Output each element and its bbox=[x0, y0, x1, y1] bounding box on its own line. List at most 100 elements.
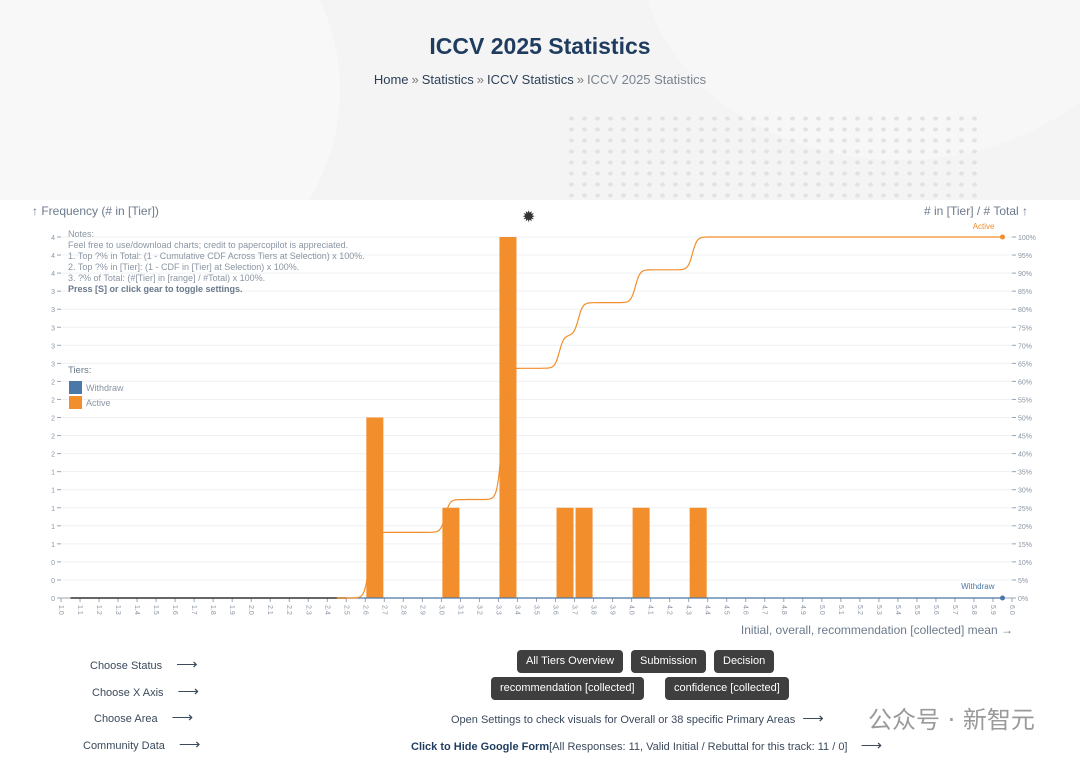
x-axis-title: Initial, overall, recommendation [collec… bbox=[741, 623, 1013, 637]
y-right-tick-label: 5% bbox=[1018, 578, 1028, 585]
y-right-tick-label: 30% bbox=[1018, 488, 1032, 495]
y-right-tick-label: 20% bbox=[1018, 524, 1032, 531]
x-tick-label: 2.1 bbox=[266, 605, 273, 615]
confidence-button[interactable]: confidence [collected] bbox=[665, 677, 789, 700]
breadcrumb-separator: » bbox=[576, 72, 584, 87]
x-tick-label: 4.7 bbox=[761, 605, 768, 615]
x-tick-label: 5.3 bbox=[875, 605, 882, 615]
y-right-tick-label: 100% bbox=[1018, 235, 1036, 242]
watermark: 公众号 · 新智元 bbox=[868, 700, 1035, 735]
choose-status-link[interactable]: Choose Status ⟶ bbox=[90, 655, 198, 673]
x-tick-label: 6.0 bbox=[1008, 605, 1015, 615]
y-axis-right-title: # in [Tier] / # Total ↑ bbox=[924, 204, 1028, 218]
x-tick-label: 2.9 bbox=[418, 605, 425, 615]
x-tick-label: 5.1 bbox=[837, 605, 844, 615]
settings-hint-text: Open Settings to check visuals for Overa… bbox=[451, 714, 796, 726]
x-tick-label: 4.3 bbox=[685, 605, 692, 615]
y-right-tick-label: 65% bbox=[1018, 361, 1032, 368]
bar-active bbox=[689, 507, 707, 598]
page-header: ICCV 2025 Statistics Home» Statistics» ICC… bbox=[0, 0, 1080, 200]
bar-active bbox=[499, 237, 517, 598]
y-right-tick-label: 80% bbox=[1018, 307, 1032, 314]
breadcrumb-separator: » bbox=[476, 72, 485, 87]
chart-note: 2. Top ?% in [Tier]: (1 - CDF in [Tier] … bbox=[68, 262, 299, 272]
x-tick-label: 4.6 bbox=[742, 605, 749, 615]
x-tick-label: 1.3 bbox=[114, 605, 121, 615]
x-tick-label: 5.4 bbox=[894, 605, 901, 615]
x-tick-label: 4.0 bbox=[628, 605, 635, 615]
y-tick-label: 2 bbox=[51, 379, 55, 386]
x-tick-label: 1.6 bbox=[171, 605, 178, 615]
x-tick-label: 4.5 bbox=[723, 605, 730, 615]
chart-note: 3. ?% of Total: (#[Tier] in [range] / #T… bbox=[68, 273, 265, 283]
x-tick-label: 5.8 bbox=[970, 605, 977, 615]
x-tick-label: 1.2 bbox=[95, 605, 102, 615]
legend-title: Tiers: bbox=[68, 365, 91, 376]
dot-pattern bbox=[565, 113, 985, 199]
x-tick-label: 3.4 bbox=[513, 605, 520, 615]
settings-hint[interactable]: Open Settings to check visuals for Overa… bbox=[451, 709, 824, 727]
breadcrumb-iccv-statistics[interactable]: ICCV Statistics bbox=[487, 72, 574, 87]
gear-icon[interactable]: ✹ bbox=[522, 209, 536, 226]
legend-label-active: Active bbox=[86, 398, 111, 408]
link-label: Choose X Axis bbox=[92, 687, 164, 699]
x-tick-label: 2.5 bbox=[342, 605, 349, 615]
y-tick-label: 1 bbox=[51, 506, 55, 513]
community-data-link[interactable]: Community Data ⟶ bbox=[83, 735, 200, 753]
y-tick-label: 3 bbox=[51, 325, 55, 332]
y-tick-label: 1 bbox=[51, 488, 55, 495]
page-title: ICCV 2025 Statistics bbox=[429, 33, 651, 59]
y-tick-label: 3 bbox=[51, 343, 55, 350]
x-tick-label: 1.7 bbox=[190, 605, 197, 615]
y-right-tick-label: 15% bbox=[1018, 542, 1032, 549]
x-tick-label: 3.1 bbox=[456, 605, 463, 615]
x-tick-label: 4.1 bbox=[647, 605, 654, 615]
choose-area-link[interactable]: Choose Area ⟶ bbox=[94, 708, 193, 726]
arrow-right-icon: ⟶ bbox=[176, 656, 198, 673]
submission-button[interactable]: Submission bbox=[631, 650, 706, 673]
x-tick-label: 4.2 bbox=[666, 605, 673, 615]
bar-active bbox=[556, 507, 574, 598]
x-tick-label: 1.9 bbox=[228, 605, 235, 615]
y-tick-label: 4 bbox=[51, 271, 55, 278]
legend-label-withdraw: Withdraw bbox=[86, 383, 124, 393]
y-tick-label: 0 bbox=[51, 578, 55, 585]
x-tick-label: 2.7 bbox=[380, 605, 387, 615]
y-right-tick-label: 70% bbox=[1018, 343, 1032, 350]
x-tick-label: 3.0 bbox=[437, 605, 444, 615]
x-tick-label: 4.4 bbox=[704, 605, 711, 615]
link-label: Community Data bbox=[83, 740, 165, 752]
form-stats: [All Responses: 11, Valid Initial / Rebu… bbox=[549, 741, 848, 753]
legend-swatch-active bbox=[69, 396, 82, 409]
y-tick-label: 4 bbox=[51, 253, 55, 260]
bar-active bbox=[575, 507, 593, 598]
y-axis-left-title: ↑ Frequency (# in [Tier]) bbox=[32, 204, 159, 218]
y-right-tick-label: 75% bbox=[1018, 325, 1032, 332]
y-right-tick-label: 55% bbox=[1018, 397, 1032, 404]
hide-google-form-link[interactable]: Click to Hide Google Form bbox=[411, 741, 550, 753]
y-tick-label: 3 bbox=[51, 361, 55, 368]
x-tick-label: 5.6 bbox=[932, 605, 939, 615]
x-tick-label: 5.5 bbox=[913, 605, 920, 615]
y-right-tick-label: 50% bbox=[1018, 416, 1032, 423]
y-right-tick-label: 0% bbox=[1018, 596, 1028, 603]
arrow-right-icon: ⟶ bbox=[860, 737, 883, 754]
breadcrumb-home[interactable]: Home bbox=[373, 72, 409, 87]
link-label: Choose Status bbox=[90, 660, 163, 672]
breadcrumb: Home» Statistics» ICCV Statistics» ICCV 202… bbox=[0, 72, 1080, 87]
y-right-tick-label: 10% bbox=[1018, 560, 1032, 567]
all-tiers-overview-button[interactable]: All Tiers Overview bbox=[517, 650, 624, 673]
breadcrumb-statistics[interactable]: Statistics bbox=[421, 72, 474, 87]
recommendation-button[interactable]: recommendation [collected] bbox=[491, 677, 644, 700]
arrow-right-icon: ⟶ bbox=[177, 683, 200, 700]
google-form-toggle[interactable]: Click to Hide Google Form[All Responses:… bbox=[411, 736, 882, 754]
x-tick-label: 2.3 bbox=[304, 605, 311, 615]
chart-note: Feel free to use/download charts; credit… bbox=[68, 240, 348, 250]
watermark-text: 公众号 · 新智元 bbox=[868, 706, 1035, 734]
y-tick-label: 2 bbox=[51, 452, 55, 459]
chart-note: Press [S] or click gear to toggle settin… bbox=[68, 284, 243, 294]
decision-button[interactable]: Decision bbox=[714, 650, 775, 673]
choose-x-axis-link[interactable]: Choose X Axis ⟶ bbox=[92, 682, 199, 700]
x-tick-label: 3.5 bbox=[533, 605, 540, 615]
x-tick-label: 2.0 bbox=[247, 605, 254, 615]
